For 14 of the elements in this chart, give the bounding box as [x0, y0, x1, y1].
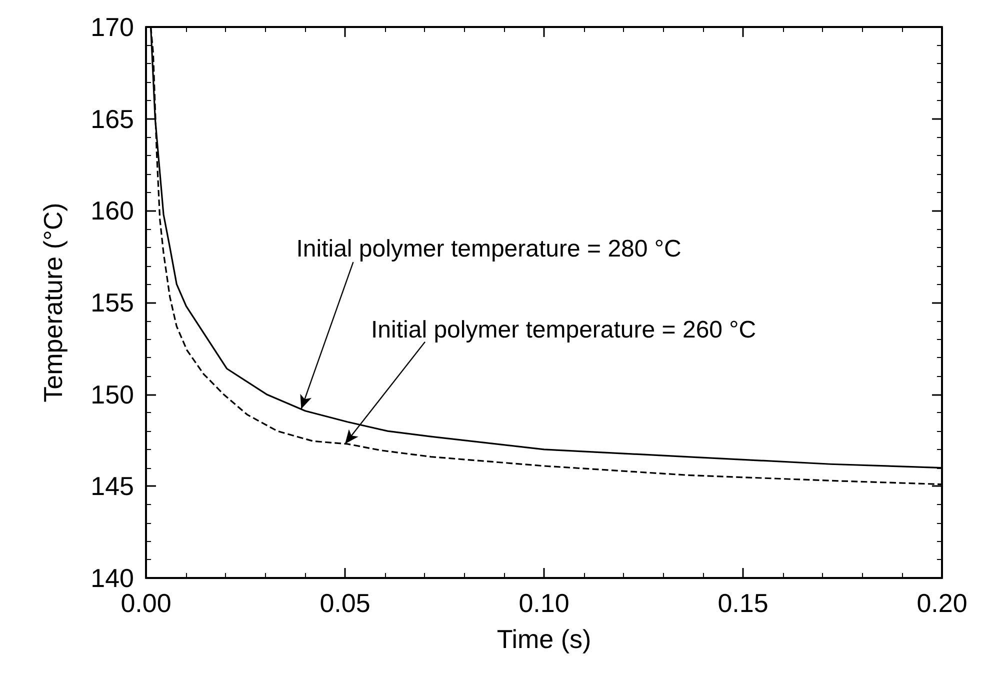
y-tick-label: 160: [90, 196, 134, 226]
x-tick-label: 0.05: [320, 588, 370, 618]
y-tick-label: 150: [90, 379, 134, 410]
y-tick-label: 145: [90, 471, 134, 502]
annotation: Initial polymer temperature = 260 °C: [371, 316, 756, 344]
x-tick-label: 0.10: [518, 588, 570, 618]
x-tick-label: 0.15: [718, 588, 768, 618]
y-tick-label: 165: [90, 104, 134, 134]
y-axis-title: Temperature (°C): [38, 202, 68, 402]
x-axis-title: Time (s): [496, 624, 592, 654]
x-tick-label: 0.20: [916, 588, 968, 618]
y-tick-label: 170: [90, 12, 134, 42]
y-tick-label: 155: [90, 288, 134, 318]
annotation: Initial polymer temperature = 280 °C: [296, 236, 682, 263]
